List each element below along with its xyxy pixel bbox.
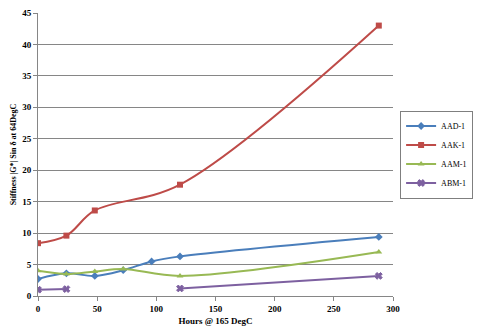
svg-text:45: 45 [22, 8, 32, 18]
svg-text:5: 5 [27, 260, 32, 270]
svg-text:250: 250 [327, 304, 341, 314]
svg-text:30: 30 [22, 102, 32, 112]
svg-text:25: 25 [22, 134, 32, 144]
svg-text:200: 200 [268, 304, 282, 314]
svg-text:0: 0 [27, 291, 32, 301]
svg-text:50: 50 [93, 304, 103, 314]
svg-text:Stiffness |G*| Sin δ at 64DegC: Stiffness |G*| Sin δ at 64DegC [9, 103, 18, 205]
svg-text:AAD-1: AAD-1 [441, 122, 465, 131]
svg-text:ABM-1: ABM-1 [441, 179, 466, 188]
svg-text:20: 20 [22, 165, 32, 175]
svg-text:100: 100 [150, 304, 164, 314]
svg-text:35: 35 [22, 71, 32, 81]
svg-text:40: 40 [22, 40, 32, 50]
svg-text:0: 0 [36, 304, 41, 314]
svg-text:AAK-1: AAK-1 [441, 141, 465, 150]
svg-text:15: 15 [22, 197, 32, 207]
svg-text:150: 150 [209, 304, 223, 314]
svg-text:10: 10 [22, 228, 32, 238]
svg-text:AAM-1: AAM-1 [441, 160, 466, 169]
svg-text:Hours @ 165 DegC: Hours @ 165 DegC [178, 316, 252, 326]
svg-text:300: 300 [386, 304, 400, 314]
